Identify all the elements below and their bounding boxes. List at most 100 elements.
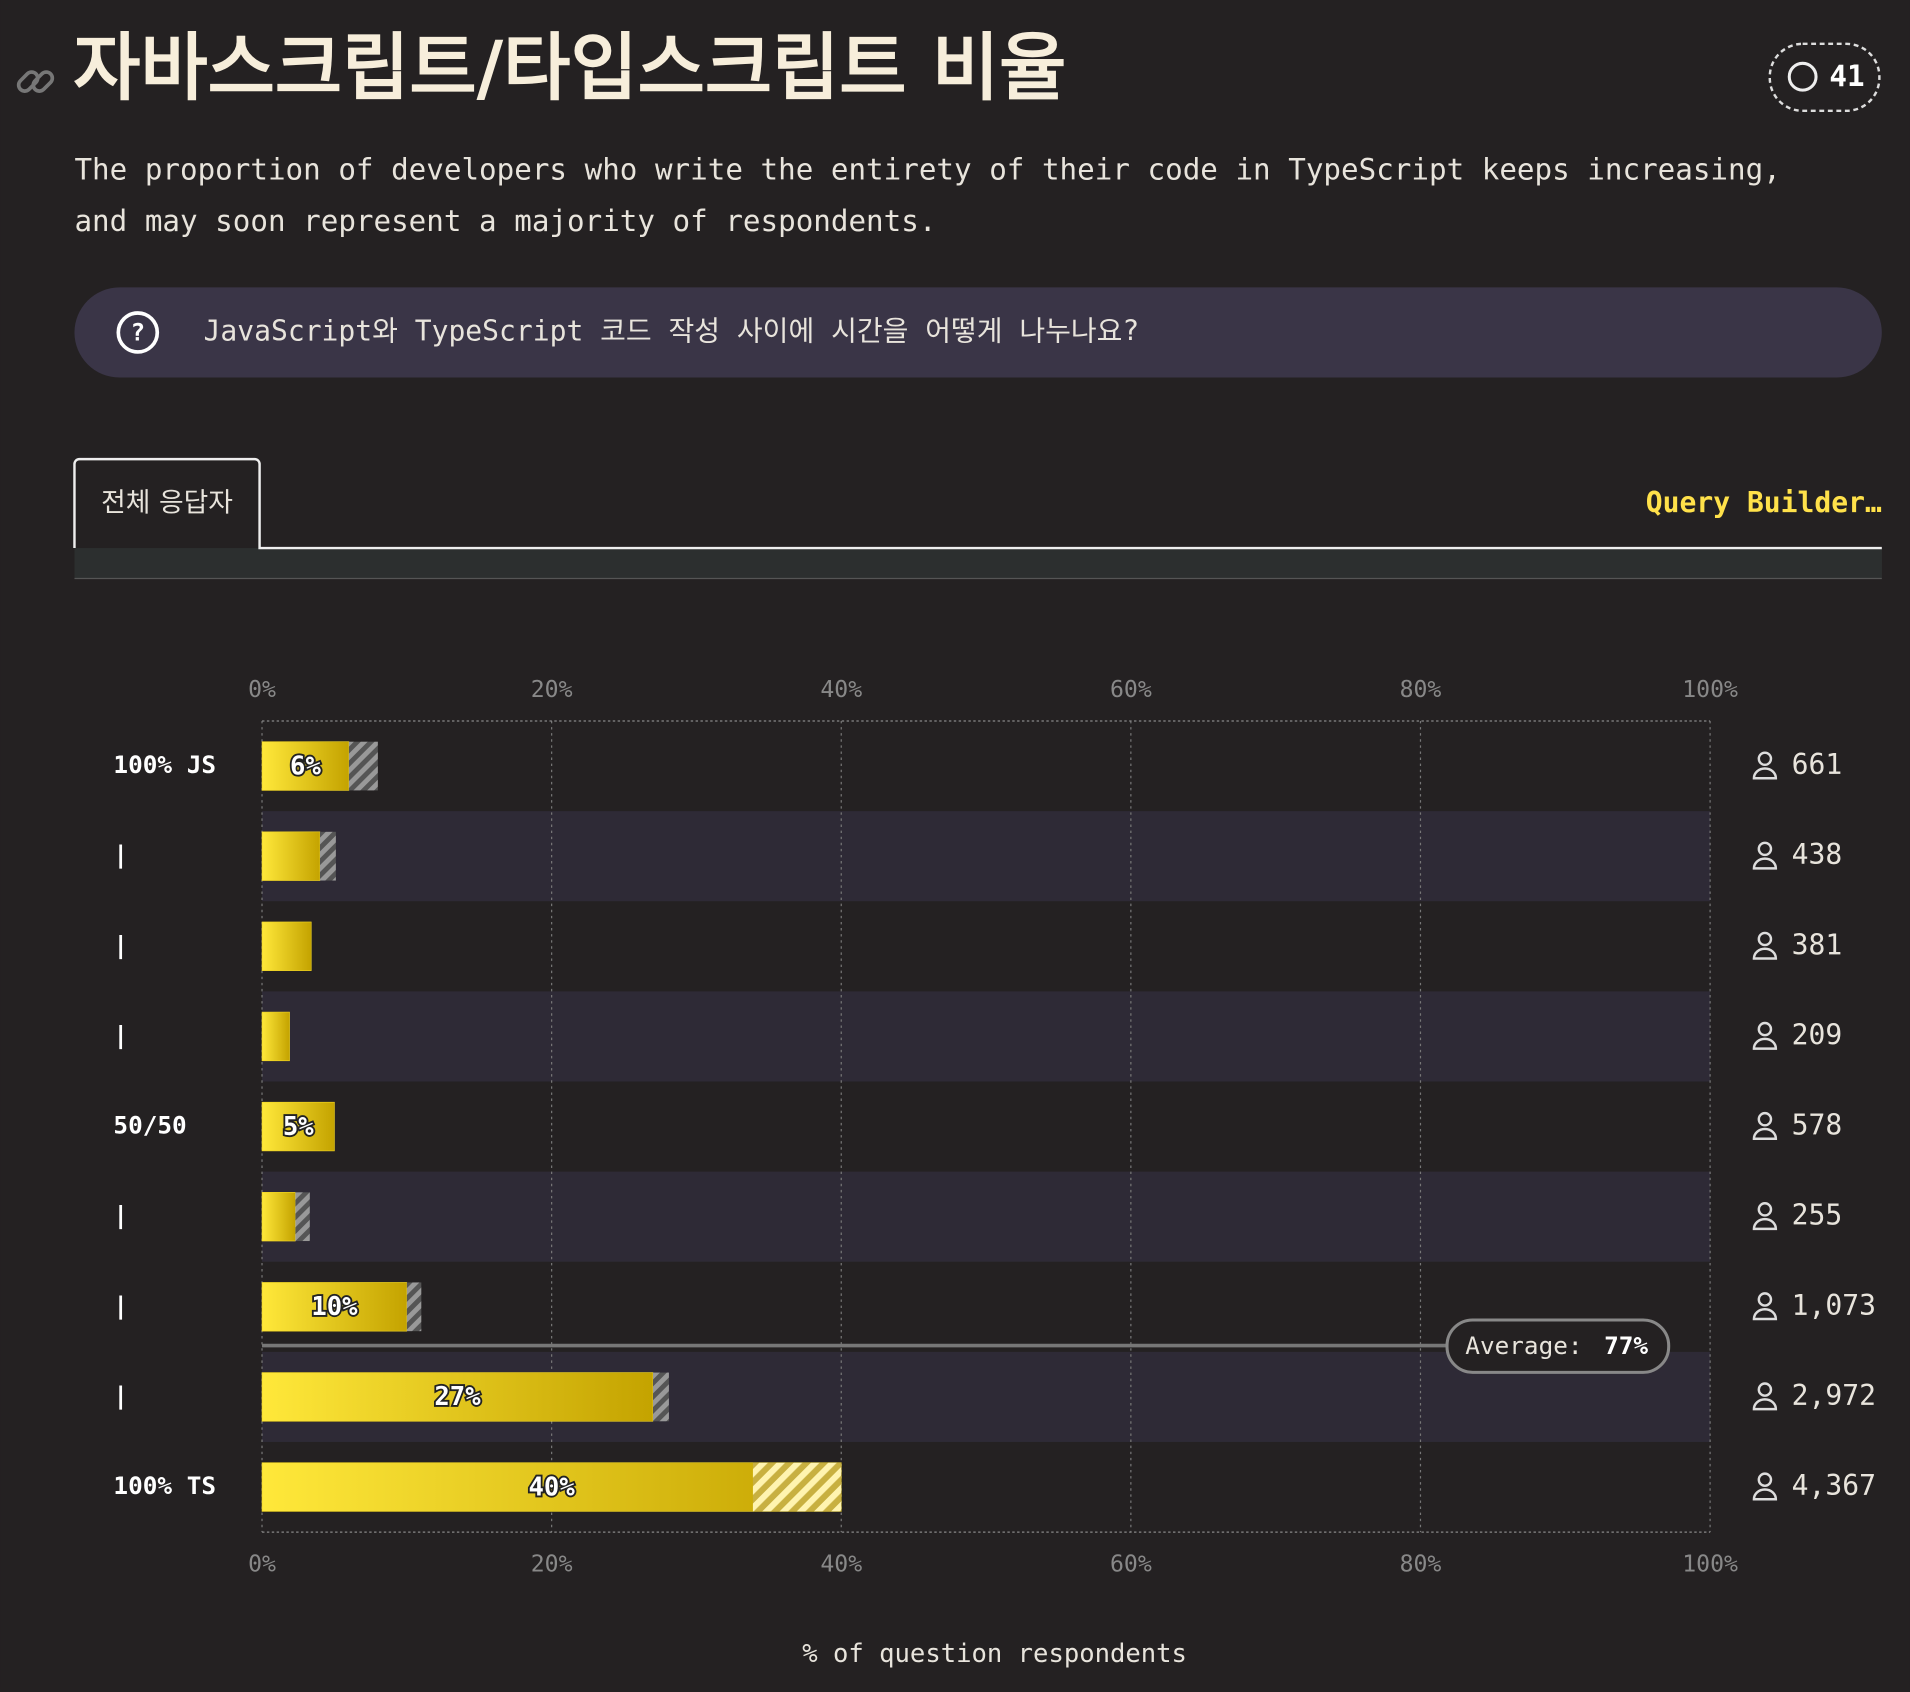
category-label: |	[113, 1020, 128, 1049]
category-label: |	[113, 1201, 128, 1230]
tab-outline	[73, 457, 1882, 550]
comments-button[interactable]	[1768, 42, 1881, 113]
respondent-count: 209	[1792, 1018, 1843, 1051]
person-body	[1752, 857, 1778, 870]
respondent-count: 1,073	[1792, 1289, 1876, 1322]
x-axis-title: % of question respondents	[802, 1639, 1187, 1669]
respondent-count: 438	[1792, 838, 1843, 871]
question-icon	[116, 311, 160, 354]
person-body	[1752, 1217, 1778, 1231]
person-head	[1757, 841, 1773, 857]
x-tick-label: 60%	[1110, 677, 1152, 703]
value-label: 5%	[283, 1112, 314, 1142]
value-label: 40%	[529, 1472, 576, 1502]
category-label: 100% TS	[113, 1471, 216, 1500]
bar	[261, 1011, 290, 1062]
respondent-count: 661	[1792, 748, 1843, 781]
x-tick-label: 60%	[1110, 1551, 1152, 1577]
respondent-count: 578	[1792, 1109, 1843, 1142]
question-icon-mark: ?	[130, 318, 145, 347]
bar	[261, 741, 350, 791]
person-icon	[1752, 1292, 1778, 1321]
row-band	[262, 991, 1711, 1082]
question-box	[74, 287, 1882, 378]
respondent-count: 4,367	[1792, 1469, 1876, 1502]
category-label: 50/50	[113, 1111, 186, 1140]
page-title: 자바스크립트/타입스크립트 비율	[73, 26, 1066, 111]
hatch-segment	[348, 741, 378, 791]
person-icon	[1752, 751, 1778, 780]
person-icon	[1752, 841, 1778, 870]
value-label: 6%	[290, 751, 321, 781]
person-body	[1752, 1488, 1778, 1501]
bar	[261, 1101, 335, 1152]
chart: 0% 0% 20% 20% 40% 40% 60% 60% 80% 80% 100% 100% 100%…	[113, 677, 1876, 1669]
person-body	[1752, 947, 1778, 960]
person-icon	[1752, 1472, 1778, 1501]
respondent-count: 381	[1792, 928, 1843, 961]
person-body	[1752, 1308, 1778, 1321]
bar	[261, 831, 321, 881]
person-head	[1757, 1202, 1773, 1217]
x-tick-label: 80%	[1400, 677, 1442, 703]
person-head	[1757, 1472, 1773, 1488]
bar	[261, 1192, 296, 1242]
person-head	[1757, 1111, 1773, 1127]
person-head	[1757, 1021, 1773, 1037]
description: and may soon represent a majority of res…	[74, 204, 936, 238]
average-value: 77%	[1604, 1331, 1648, 1360]
category-label: |	[113, 1291, 128, 1320]
tab[interactable]: 전체 응답자	[101, 488, 233, 519]
average-badge	[1445, 1318, 1671, 1374]
x-tick-label: 100%	[1682, 1551, 1738, 1577]
person-body	[1752, 1127, 1778, 1140]
category-label: |	[113, 1381, 128, 1410]
category-label: |	[113, 930, 128, 959]
person-icon	[1752, 931, 1778, 960]
person-icon	[1752, 1382, 1778, 1411]
person-head	[1757, 1292, 1773, 1307]
comment-count: 41	[1829, 59, 1864, 93]
value-label: 10%	[311, 1292, 358, 1322]
x-tick-label: 20%	[531, 1551, 573, 1577]
respondent-count: 2,972	[1792, 1379, 1876, 1412]
person-icon	[1752, 1111, 1778, 1140]
x-tick-label: 0%	[248, 677, 276, 703]
person-body	[1752, 767, 1778, 780]
person-icon	[1752, 1202, 1778, 1231]
row-band	[262, 811, 1711, 902]
hatch-segment	[319, 831, 336, 881]
hatch-segment	[406, 1282, 422, 1332]
person-icon	[1752, 1021, 1778, 1050]
category-label: |	[113, 840, 128, 869]
x-tick-label: 40%	[820, 677, 862, 703]
query-builder-link[interactable]: Query Builder…	[1646, 486, 1882, 519]
value-label: 27%	[434, 1382, 481, 1412]
average-label: Average:	[1465, 1331, 1582, 1360]
row-band	[262, 1171, 1711, 1262]
question: JavaScript와 TypeScript 코드 작성 사이에 시간을 어떻게…	[204, 314, 1140, 347]
tab-band	[74, 548, 1882, 579]
person-head	[1757, 1382, 1773, 1397]
person-head	[1757, 931, 1773, 947]
link-icon[interactable]	[16, 70, 55, 94]
bar	[261, 921, 312, 971]
hatch-segment	[752, 1462, 842, 1512]
person-head	[1757, 751, 1773, 767]
comment-icon	[1787, 61, 1818, 92]
hatch-segment	[652, 1372, 669, 1422]
bar	[261, 1372, 654, 1422]
x-tick-label: 40%	[820, 1551, 862, 1577]
x-tick-label: 0%	[248, 1551, 276, 1577]
description: The proportion of developers who write t…	[74, 153, 1780, 187]
hatch-segment	[295, 1192, 310, 1242]
x-tick-label: 100%	[1682, 677, 1738, 703]
bar	[261, 1282, 408, 1332]
bar	[261, 1462, 842, 1512]
x-tick-label: 80%	[1400, 1551, 1442, 1577]
x-tick-label: 20%	[531, 677, 573, 703]
person-body	[1752, 1398, 1778, 1411]
respondent-count: 255	[1792, 1199, 1843, 1232]
person-body	[1752, 1037, 1778, 1050]
